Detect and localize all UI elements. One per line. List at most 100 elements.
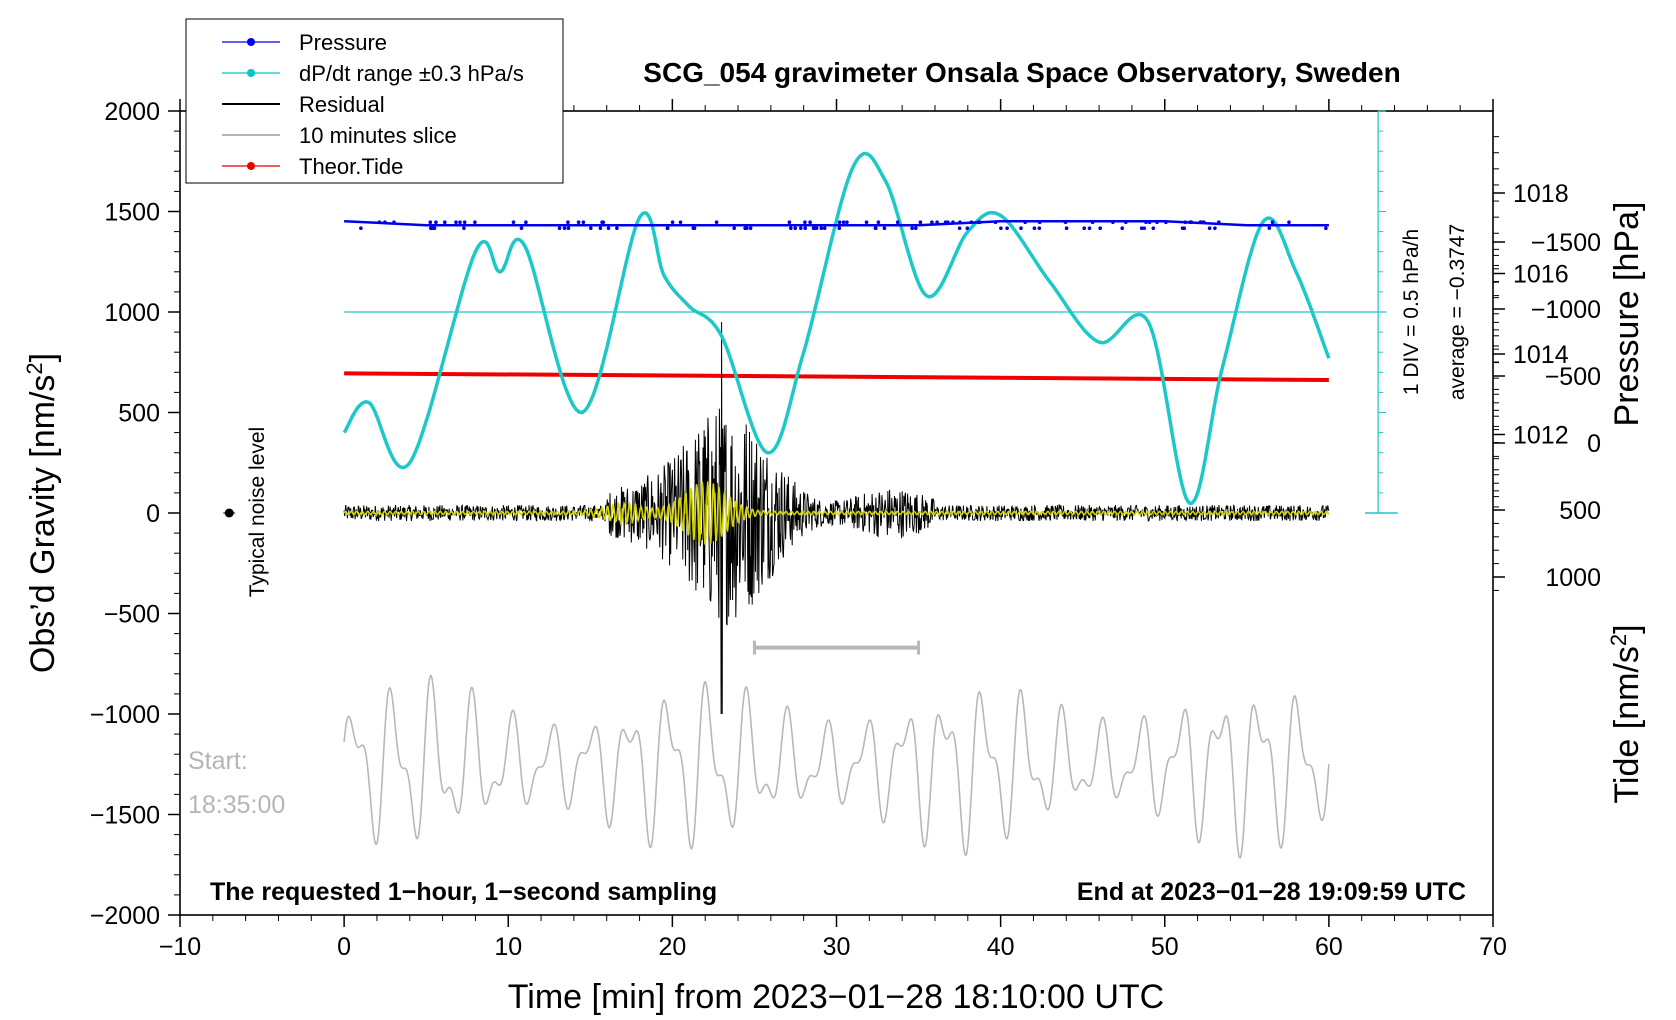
residual-filtered-line [343, 481, 1330, 545]
tide-axis-title: Tide [nm/s2] [1606, 624, 1647, 803]
tide-tick-label: −1000 [1531, 296, 1601, 324]
pressure-sample-dot [1111, 220, 1115, 224]
legend-items: Pressure dP/dt range ±0.3 hPa/s Residual 10… [222, 30, 524, 179]
x-tick-label: 10 [494, 933, 522, 961]
x-tick-label: 0 [337, 933, 351, 961]
legend: Pressure dP/dt range ±0.3 hPa/s Residual 10… [185, 18, 564, 184]
y-left-tick-label: −1000 [90, 701, 160, 729]
pressure-sample-dot [808, 220, 812, 224]
pressure-sample-dot [1270, 220, 1275, 224]
pressure-sample-dot [965, 226, 970, 230]
pressure-sample-dot [462, 226, 466, 230]
pressure-sample-dot [581, 220, 586, 224]
y-left-tick-label: 500 [118, 400, 160, 428]
pressure-sample-dot [562, 226, 567, 230]
pressure-sample-dot [431, 226, 436, 230]
pressure-sample-dot [1207, 226, 1212, 230]
tide-tick-label: −500 [1545, 363, 1601, 391]
pressure-sample-dot [1213, 226, 1217, 230]
legend-label: Pressure [299, 30, 387, 55]
pressure-sample-dot [951, 220, 955, 224]
pressure-sample-dot [748, 226, 753, 230]
residual-series-layer [343, 321, 1330, 715]
pressure-sample-dot [443, 220, 447, 224]
tide-tick-label: −1500 [1531, 229, 1601, 257]
pressure-sample-dot [845, 220, 849, 224]
pressure-sample-dot [935, 220, 939, 224]
end-time-note: End at 2023−01−28 19:09:59 UTC [1077, 878, 1466, 906]
pressure-sample-dot [511, 220, 516, 224]
x-tick-label: 30 [823, 933, 851, 961]
x-tick-label: 70 [1479, 933, 1507, 961]
noise-marker-dot [224, 508, 234, 518]
pressure-sample-dot [819, 226, 824, 230]
pressure-sample-dot [837, 220, 842, 224]
pressure-sample-dot [841, 220, 846, 224]
pressure-average-note: average = −0.3747 [1446, 224, 1469, 400]
x-tick-label: 50 [1151, 933, 1179, 961]
pressure-sample-dot [837, 226, 842, 230]
pressure-sample-dot [1151, 226, 1156, 230]
legend-swatch-marker [247, 162, 255, 170]
pressure-sample-dot [454, 220, 458, 224]
pressure-sample-dot [1087, 226, 1092, 230]
legend-label: 10 minutes slice [299, 123, 457, 148]
pressure-sample-dot [670, 220, 675, 224]
y-left-tick-label: −500 [104, 601, 160, 629]
y-left-tick-label: 0 [146, 500, 160, 528]
pressure-sample-dot [1199, 220, 1204, 224]
start-label: Start: [188, 747, 248, 775]
legend-box [185, 18, 564, 184]
pressure-sample-dot [359, 226, 363, 230]
pressure-sample-dot [392, 220, 396, 224]
pressure-sample-dot [1183, 220, 1188, 224]
pressure-sample-dot [910, 226, 914, 230]
pressure-sample-dot [377, 220, 382, 224]
pressure-sample-dot [566, 226, 571, 230]
pressure-sample-dot [473, 220, 477, 224]
pressure-sample-dot [1005, 226, 1009, 230]
pressure-sample-dot [615, 226, 619, 230]
pressure-sample-dot [993, 220, 998, 224]
pressure-sample-dot [589, 226, 593, 230]
tide-tick-label: 1000 [1545, 564, 1601, 592]
pressure-sample-dot [864, 220, 869, 224]
tide-series-layer [344, 371, 1329, 383]
pressure-axis-title: Pressure [hPa] [1608, 202, 1646, 427]
pressure-sample-dot [789, 226, 793, 230]
tide-series-line [344, 371, 1329, 383]
y-left-tick-label: 2000 [104, 98, 160, 126]
dpdt-series-layer [342, 151, 1331, 506]
x-tick-label: 60 [1315, 933, 1343, 961]
legend-label: dP/dt range ±0.3 hPa/s [299, 61, 524, 86]
pressure-sample-dot [429, 226, 433, 230]
y-left-axis-title: Obs’d Gravity [nm/s2] [22, 353, 63, 673]
pressure-sample-dot [1155, 220, 1159, 224]
pressure-sample-dot [1120, 226, 1124, 230]
pressure-sample-dot [714, 220, 719, 224]
tide-tick-label: 0 [1587, 430, 1601, 458]
pressure-sample-dot [1082, 226, 1086, 230]
pressure-sample-dot [600, 220, 604, 224]
legend-label: Residual [299, 92, 385, 117]
pressure-sample-dot [1098, 226, 1102, 230]
pressure-sample-dot [743, 226, 747, 230]
pressure-sample-dot [1037, 226, 1042, 230]
pressure-sample-dot [1037, 220, 1042, 224]
pressure-sample-dot [1032, 226, 1037, 230]
pressure-sample-dot [732, 226, 736, 230]
pressure-sample-dot [1139, 226, 1144, 230]
pressure-sample-dot [999, 226, 1003, 230]
pressure-sample-dot [606, 226, 611, 230]
pressure-sample-dot [814, 226, 819, 230]
legend-swatch-marker [247, 69, 255, 77]
y-left-tick-label: −2000 [90, 902, 160, 930]
pressure-sample-dot [793, 226, 797, 230]
pressure-sample-dot [1019, 226, 1023, 230]
pressure-sample-dot [1142, 226, 1146, 230]
legend-swatch-marker [247, 38, 255, 46]
pressure-sample-dot [822, 226, 827, 230]
pressure-sample-dot [383, 220, 387, 224]
pressure-sample-dot [803, 226, 807, 230]
axes-layer: −10 0 10 20 30 40 50 60 70 2000 1500 1000 500 0 −500 −1… [90, 98, 1601, 961]
